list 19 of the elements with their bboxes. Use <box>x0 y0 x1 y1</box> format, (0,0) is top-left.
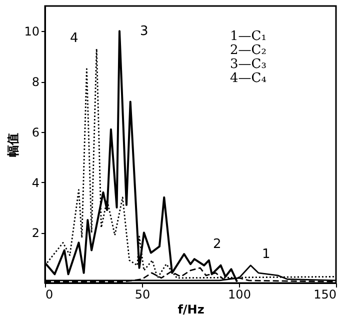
x-tick-label: 100 <box>228 288 251 302</box>
y-tick-label: 2 <box>32 226 40 240</box>
y-tick-label: 4 <box>32 176 40 190</box>
annotation: 3—C₃ <box>230 57 266 72</box>
annotation: 1 <box>262 247 270 262</box>
x-tick-label: 50 <box>134 288 150 302</box>
y-tick-label: 8 <box>32 75 40 90</box>
annotation: 4—C₄ <box>230 71 266 86</box>
annotation: 2—C₂ <box>230 43 266 58</box>
y-tick-label: 10 <box>24 24 40 39</box>
x-tick-label: 150 <box>314 288 336 302</box>
annotation: 1—C₁ <box>230 29 266 44</box>
annotation: 4 <box>70 31 78 46</box>
annotation: 3 <box>140 24 148 39</box>
x-tick-label: 0 <box>46 288 54 302</box>
x-axis-title: f/Hz <box>178 302 204 316</box>
y-tick-label: 6 <box>32 125 40 140</box>
y-axis-title: 幅值 <box>6 133 20 157</box>
annotation: 2 <box>213 237 222 252</box>
